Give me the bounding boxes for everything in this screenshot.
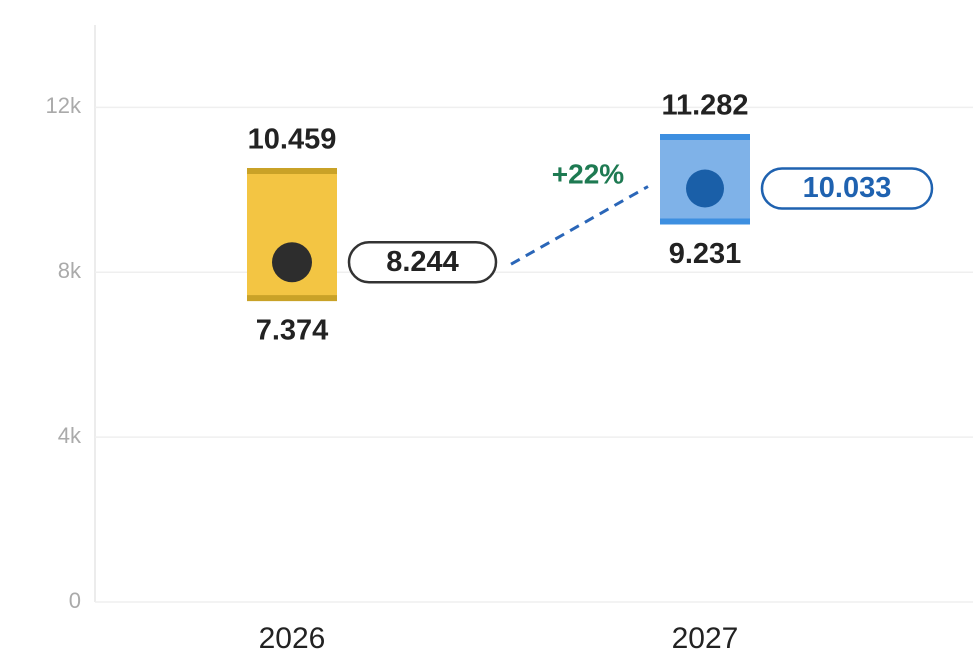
mid-label: 10.033 <box>803 172 892 204</box>
x-tick-label: 2026 <box>259 622 326 655</box>
low-label: 7.374 <box>256 315 329 347</box>
y-tick-label: 0 <box>69 588 81 613</box>
mid-dot <box>272 242 312 283</box>
change-label: +22% <box>552 158 624 189</box>
mid-pill <box>347 240 498 284</box>
y-tick-label: 4k <box>58 423 82 448</box>
high-label: 11.282 <box>661 90 748 122</box>
mid-dot <box>686 169 724 208</box>
change-line <box>510 185 649 266</box>
y-tick-label: 12k <box>46 93 82 118</box>
low-label: 9.231 <box>669 238 742 270</box>
mid-pill <box>760 167 934 210</box>
high-label: 10.459 <box>248 124 337 156</box>
x-tick-label: 2027 <box>672 622 739 655</box>
y-tick-label: 8k <box>58 258 82 283</box>
mid-label: 8.244 <box>386 246 459 278</box>
